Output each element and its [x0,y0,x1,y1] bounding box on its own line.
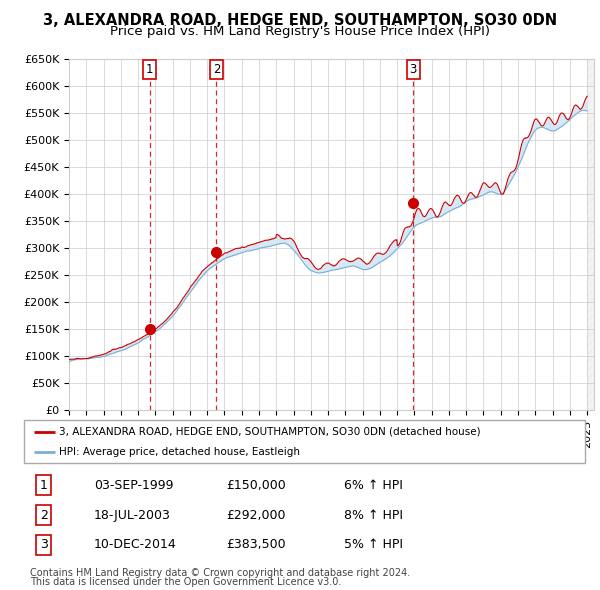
Text: 3, ALEXANDRA ROAD, HEDGE END, SOUTHAMPTON, SO30 0DN: 3, ALEXANDRA ROAD, HEDGE END, SOUTHAMPTO… [43,13,557,28]
Text: £150,000: £150,000 [226,478,286,491]
Text: HPI: Average price, detached house, Eastleigh: HPI: Average price, detached house, East… [59,447,300,457]
Text: £292,000: £292,000 [226,509,286,522]
Text: Price paid vs. HM Land Registry's House Price Index (HPI): Price paid vs. HM Land Registry's House … [110,25,490,38]
Text: 3: 3 [40,539,47,552]
Text: 2: 2 [40,509,47,522]
Text: This data is licensed under the Open Government Licence v3.0.: This data is licensed under the Open Gov… [30,577,341,587]
Text: 1: 1 [146,63,154,76]
Text: Contains HM Land Registry data © Crown copyright and database right 2024.: Contains HM Land Registry data © Crown c… [30,568,410,578]
Text: 8% ↑ HPI: 8% ↑ HPI [344,509,403,522]
Text: 3: 3 [410,63,417,76]
Text: 5% ↑ HPI: 5% ↑ HPI [344,539,403,552]
Text: £383,500: £383,500 [226,539,286,552]
Text: 3, ALEXANDRA ROAD, HEDGE END, SOUTHAMPTON, SO30 0DN (detached house): 3, ALEXANDRA ROAD, HEDGE END, SOUTHAMPTO… [59,427,481,437]
Text: 18-JUL-2003: 18-JUL-2003 [94,509,171,522]
FancyBboxPatch shape [24,420,585,463]
Text: 2: 2 [213,63,220,76]
Text: 6% ↑ HPI: 6% ↑ HPI [344,478,403,491]
Text: 1: 1 [40,478,47,491]
Text: 10-DEC-2014: 10-DEC-2014 [94,539,177,552]
Bar [587,59,594,410]
Text: 03-SEP-1999: 03-SEP-1999 [94,478,173,491]
